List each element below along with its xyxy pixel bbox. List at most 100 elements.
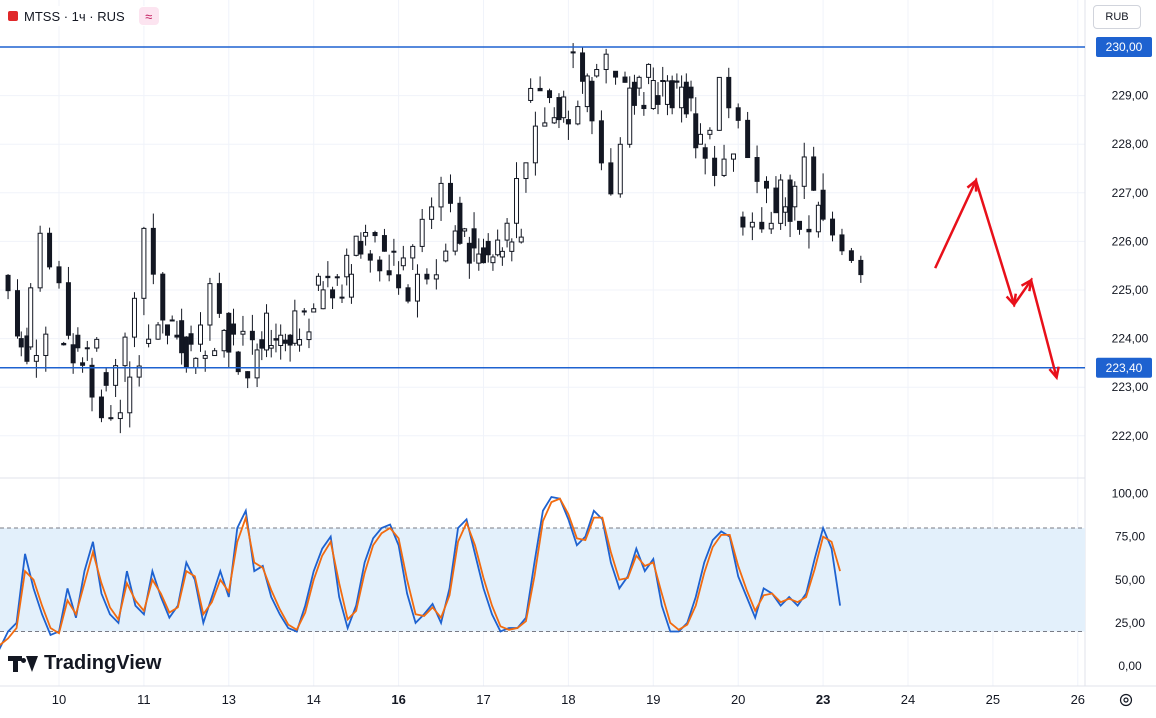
candle-body [547,90,553,99]
symbol-title: MTSS · 1ч · RUS [24,8,125,24]
candle-body [363,232,369,237]
candle-body [193,357,199,369]
candle-body [858,259,864,276]
time-tick-label: 24 [901,692,915,707]
candle-body [245,371,251,379]
candle-body [499,250,505,258]
candle-body [764,180,769,189]
candle-body [471,228,477,249]
candle-body [660,80,666,83]
stochastic-line [0,497,841,647]
candle-body [231,323,237,335]
candle-body [273,338,279,341]
stochastic-tick-label: 25,00 [1115,616,1145,630]
candle-body [98,396,104,419]
candle-body [164,324,170,336]
candle-body [24,335,30,362]
stochastic-lines [0,495,841,650]
level-price-label: 223,40 [1106,361,1143,375]
candle-body [485,240,491,256]
candle-body [14,290,20,337]
price-tick-label: 228,00 [1112,137,1149,151]
candle-body [33,354,39,362]
candle-body [108,417,114,420]
horizontal-levels[interactable]: 230,00 223,40 [0,37,1152,378]
candle-body [523,162,529,180]
candle-body [476,253,482,264]
candle-body [28,287,34,348]
time-tick-label: 20 [731,692,745,707]
candle-body [726,76,732,109]
candle-body [320,289,326,310]
candle-body [782,206,788,213]
candle-body [617,143,623,195]
candle-body [249,330,255,341]
candle-body [608,162,614,195]
settings-icon[interactable] [1118,692,1134,708]
symbol-header[interactable]: MTSS · 1ч · RUS ≈ [8,6,159,26]
candle-body [5,274,11,292]
forecast-arrowhead [1048,366,1060,381]
axes: 229,00 228,00 227,00 226,00 225,00 224,00 223,… [52,89,1149,707]
candle-body [495,239,501,256]
candle-body [669,80,675,109]
candle-body [622,76,628,83]
candle-body [792,185,798,208]
stochastic-tick-label: 0,00 [1118,659,1142,673]
candle-body [259,339,265,349]
time-tick-label: 19 [646,692,660,707]
level-price-tag [1096,37,1152,57]
candle-body [179,320,185,354]
candle-body [47,232,53,268]
candle-body [655,95,661,105]
candle-body [575,106,581,125]
candle-body [509,241,515,252]
stochastic-band-fill [0,528,1085,632]
candle-body [580,52,586,82]
forecast-arrow [934,177,1060,381]
candle-body [707,129,713,135]
stochastic-line [0,495,841,650]
candle-body [18,338,24,348]
candle-body [391,250,397,253]
exchange-flag-icon [8,11,18,21]
candle-body [127,376,133,414]
candle-body [37,232,43,289]
candle-body [202,355,208,359]
candle-body [61,342,67,346]
candle-body [240,330,246,335]
forecast-path [934,177,1058,378]
candle-body [636,76,642,89]
currency-button[interactable]: RUB [1093,5,1141,29]
candle-body [650,80,656,110]
candle-body [768,222,774,230]
candle-body [70,344,76,364]
candle-body [693,113,699,149]
candle-body [103,372,109,386]
candle-body [254,349,260,379]
candle-body [113,365,119,386]
candle-body [806,228,812,233]
candle-body [278,334,284,347]
candle-body [400,257,406,267]
compare-icon[interactable]: ≈ [138,7,159,25]
candle-body [528,87,534,101]
candle-body [532,125,538,164]
candle-body [117,412,123,420]
price-tick-label: 225,00 [1112,283,1149,297]
candle-body [311,308,317,313]
candle-body [339,296,345,299]
candle-body [716,76,722,131]
candle-body [344,254,350,278]
forecast-arrowhead [1020,277,1033,292]
time-tick-label: 18 [561,692,575,707]
candle-body [443,250,449,262]
candle-body [174,334,180,338]
candle-body [730,153,736,160]
candle-body [429,206,435,220]
candle-body [414,273,420,302]
candle-body [815,204,821,233]
candle-body [433,274,439,280]
candle-body [839,234,845,252]
